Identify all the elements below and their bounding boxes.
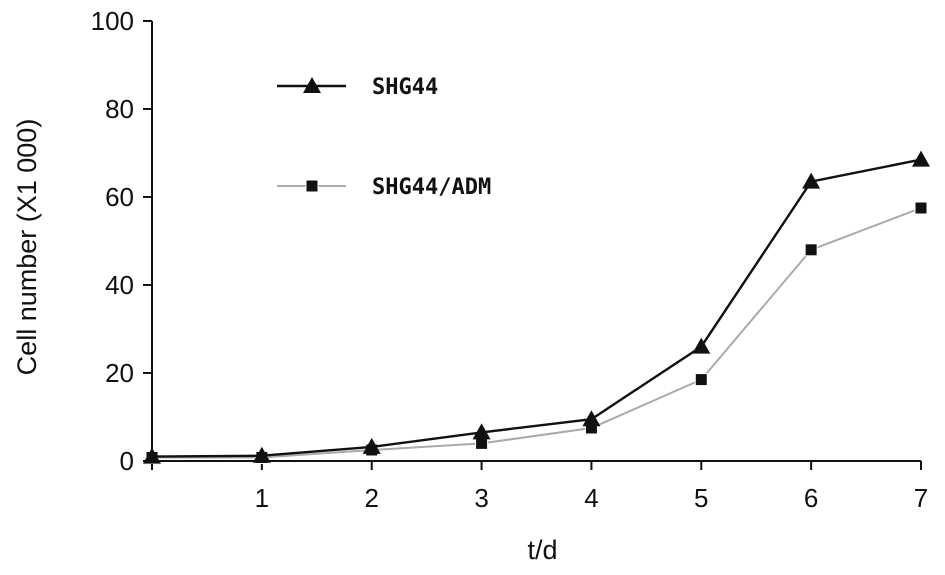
data-point (694, 373, 708, 387)
y-tick-label: 0 (120, 446, 134, 476)
data-point (582, 410, 601, 427)
data-point (914, 201, 928, 215)
x-tick-label: 3 (474, 483, 488, 513)
x-tick-label: 4 (584, 483, 598, 513)
data-point (143, 447, 161, 464)
x-tick-label: 2 (364, 483, 378, 513)
x-tick-label: 1 (255, 483, 269, 513)
legend-label: SHG44 (372, 75, 438, 100)
y-tick-label: 100 (91, 6, 134, 36)
series-shg44-adm (145, 201, 928, 464)
data-point (804, 243, 818, 257)
data-point (802, 172, 821, 189)
y-axis-title: Cell number (X1 000) (12, 119, 42, 376)
y-axis-ticks: 0 20 40 60 80 100 (91, 6, 152, 476)
legend-item: SHG44/ADM (277, 175, 491, 200)
series-layer (143, 150, 930, 464)
axes (151, 21, 921, 462)
y-tick-label: 60 (105, 182, 134, 212)
legend-marker (303, 77, 321, 93)
data-point (692, 337, 711, 354)
series-shg44 (143, 150, 930, 464)
x-tick-label: 6 (804, 483, 818, 513)
data-point (362, 437, 381, 454)
x-axis-ticks: 1 2 3 4 5 6 7 (151, 461, 928, 513)
legend-label: SHG44/ADM (372, 175, 491, 200)
y-tick-label: 80 (105, 94, 134, 124)
x-axis-title: t/d (527, 535, 557, 565)
y-tick-label: 40 (105, 270, 134, 300)
series-line (152, 207, 922, 459)
data-point (252, 446, 271, 463)
x-tick-label: 5 (694, 483, 708, 513)
legend-item: SHG44 (277, 75, 438, 100)
y-tick-label: 20 (105, 358, 134, 388)
data-point (912, 150, 930, 167)
data-point (472, 423, 491, 440)
series-line (151, 158, 922, 458)
legend: SHG44 SHG44/ADM (277, 75, 491, 200)
legend-marker (305, 179, 319, 193)
x-tick-label: 7 (914, 483, 928, 513)
